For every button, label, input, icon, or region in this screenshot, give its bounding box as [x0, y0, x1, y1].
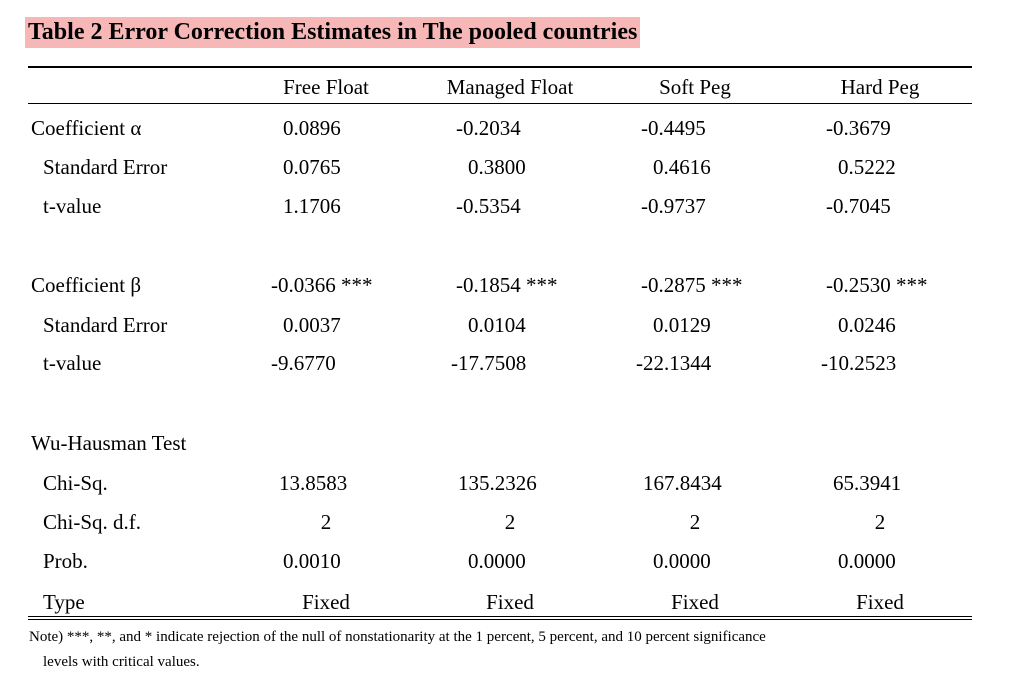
- table-cell: 0.5222: [838, 155, 896, 179]
- row-label: Standard Error: [43, 155, 168, 179]
- table-cell: 2: [320, 510, 332, 534]
- table-cell: 0.0000: [653, 549, 711, 573]
- table-cell: -0.2530 ***: [826, 273, 928, 297]
- section-label-wu-hausman: Wu-Hausman Test: [31, 431, 187, 455]
- column-header-soft-peg: Soft Peg: [659, 75, 731, 99]
- table-title: Table 2 Error Correction Estimates in Th…: [25, 17, 641, 48]
- table-cell: 2: [504, 510, 516, 534]
- table-cell: 2: [689, 510, 701, 534]
- row-label: Chi-Sq. d.f.: [43, 510, 142, 534]
- table-cell: 135.2326: [458, 471, 537, 495]
- table-cell: Fixed: [302, 590, 350, 614]
- table-cell: -0.7045: [826, 194, 891, 218]
- row-label: Standard Error: [43, 313, 168, 337]
- table-cell: 0.3800: [468, 155, 526, 179]
- table-cell: Fixed: [856, 590, 904, 614]
- table-cell: 0.0010: [283, 549, 341, 573]
- table-cell: 167.8434: [643, 471, 722, 495]
- row-label: t-value: [43, 194, 102, 218]
- table-cell: -22.1344: [636, 351, 712, 375]
- table-cell: 0.0129: [653, 313, 711, 337]
- row-label: t-value: [43, 351, 102, 375]
- table-cell: Fixed: [486, 590, 534, 614]
- table-cell: 0.0000: [838, 549, 896, 573]
- bottom-double-rule-upper: [28, 616, 972, 617]
- table-cell: -17.7508: [451, 351, 527, 375]
- column-header-hard-peg: Hard Peg: [840, 75, 920, 99]
- table-cell: 0.0765: [283, 155, 341, 179]
- row-label: Coefficient α: [31, 116, 142, 140]
- table-cell: -0.1854 ***: [456, 273, 558, 297]
- row-label: Chi-Sq.: [43, 471, 108, 495]
- column-header-managed-float: Managed Float: [446, 75, 574, 99]
- table-cell: -0.3679: [826, 116, 891, 140]
- table-cell: -0.0366 ***: [271, 273, 373, 297]
- table-cell: 0.0104: [468, 313, 526, 337]
- header-rule: [28, 103, 972, 104]
- row-label: Type: [43, 590, 85, 614]
- top-rule: [28, 66, 972, 68]
- table-cell: -0.9737: [641, 194, 706, 218]
- table-cell: 0.0246: [838, 313, 896, 337]
- table-cell: Fixed: [671, 590, 719, 614]
- table-cell: 2: [874, 510, 886, 534]
- row-label: Coefficient β: [31, 273, 142, 297]
- table-cell: -10.2523: [821, 351, 897, 375]
- row-label: Prob.: [43, 549, 88, 573]
- table-cell: 65.3941: [833, 471, 902, 495]
- table-cell: 0.4616: [653, 155, 711, 179]
- table-cell: 1.1706: [283, 194, 341, 218]
- table-cell: -0.5354: [456, 194, 521, 218]
- table-note-continuation: levels with critical values.: [43, 654, 200, 670]
- table-cell: 0.0000: [468, 549, 526, 573]
- table-cell: 0.0896: [283, 116, 341, 140]
- table-cell: 0.0037: [283, 313, 341, 337]
- bottom-double-rule-lower: [28, 619, 972, 620]
- table-cell: -9.6770: [271, 351, 336, 375]
- table-cell: 13.8583: [279, 471, 348, 495]
- table-cell: -0.2875 ***: [641, 273, 743, 297]
- table-cell: -0.4495: [641, 116, 706, 140]
- table-note: Note) ***, **, and * indicate rejection …: [29, 629, 766, 645]
- column-header-free-float: Free Float: [283, 75, 369, 99]
- table-cell: -0.2034: [456, 116, 521, 140]
